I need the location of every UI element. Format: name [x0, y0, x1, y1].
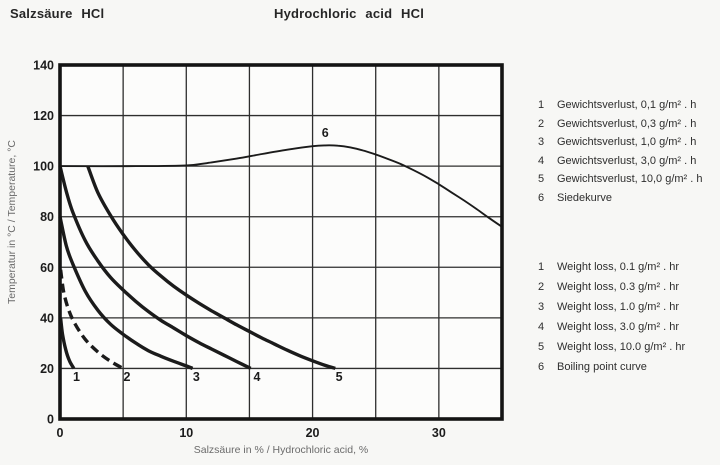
title-english: Hydrochloric acid HCl: [274, 6, 425, 21]
legend-item: 5 Gewichtsverlust, 10,0 g/m² . h: [538, 173, 703, 192]
x-tick-label: 10: [179, 426, 193, 440]
legend-item-label: Weight loss, 1.0 g/m² . hr: [557, 301, 680, 313]
legend-item: 5 Weight loss, 10.0 g/m² . hr: [538, 341, 685, 361]
plot-frame: [58, 63, 504, 421]
legend-item-number: 5: [538, 341, 545, 353]
legend-item-number: 3: [538, 136, 545, 148]
title-german: Salzsäure HCl: [10, 6, 105, 21]
curve-1: [58, 317, 76, 370]
legend-item-number: 5: [538, 173, 545, 185]
plot-area: [60, 65, 502, 419]
y-tick-label: 0: [47, 413, 54, 427]
legend-item: 1 Weight loss, 0.1 g/m² . hr: [538, 261, 685, 281]
y-tick-label: 40: [40, 311, 54, 325]
legend-item-label: Gewichtsverlust, 0,1 g/m² . h: [557, 99, 697, 111]
legend-item: 4 Weight loss, 3.0 g/m² . hr: [538, 321, 685, 341]
legend-item-label: Siedekurve: [557, 191, 613, 204]
legend-item: 2 Gewichtsverlust, 0,3 g/m² . h: [538, 118, 703, 137]
legend-item-label: Weight loss, 0.1 g/m² . hr: [557, 261, 680, 273]
curve-label-4: 4: [254, 370, 261, 384]
legend-item: 6 Boiling point curve: [538, 361, 685, 381]
legend-item-number: 3: [538, 301, 545, 313]
legend-german: 1 Gewichtsverlust, 0,1 g/m² . h 2 Gewichtsv…: [538, 99, 703, 210]
legend-item-number: 6: [538, 361, 545, 373]
curve-4: [58, 165, 252, 370]
legend-item-number: 2: [538, 281, 545, 293]
legend-item-number: 2: [538, 117, 545, 130]
x-tick-label: 20: [306, 426, 320, 440]
legend-item-number: 1: [538, 99, 545, 111]
legend-item-label: Gewichtsverlust, 1,0 g/m² . h: [557, 136, 697, 148]
x-tick-label: 0: [57, 426, 64, 440]
legend-item: 2 Weight loss, 0.3 g/m² . hr: [538, 281, 685, 301]
y-tick-label: 80: [40, 210, 54, 224]
legend-item-label: Gewichtsverlust, 3,0 g/m² . h: [557, 154, 697, 167]
curve-label-6: 6: [322, 126, 329, 140]
legend-item: 1 Gewichtsverlust, 0,1 g/m² . h: [538, 99, 703, 118]
curve-5: [86, 165, 336, 371]
legend-item-number: 6: [538, 191, 545, 204]
curve-label-1: 1: [73, 370, 80, 384]
legend-item: 3 Weight loss, 1.0 g/m² . hr: [538, 301, 685, 321]
legend-item-label: Weight loss, 0.3 g/m² . hr: [557, 281, 680, 293]
y-axis-label: Temperatur in °C / Temperature, °C: [6, 140, 18, 304]
y-tick-label: 20: [40, 362, 54, 376]
legend-english: 1 Weight loss, 0.1 g/m² . hr 2 Weight loss,…: [538, 261, 685, 381]
legend-item: 3 Gewichtsverlust, 1,0 g/m² . h: [538, 136, 703, 155]
curve-6: [59, 144, 503, 228]
curve-label-3: 3: [193, 370, 200, 384]
y-tick-label: 100: [33, 160, 54, 174]
x-tick-label: 30: [432, 426, 446, 440]
y-tick-label: 140: [33, 59, 54, 73]
curve-label-2: 2: [123, 370, 130, 384]
y-tick-label: 60: [40, 261, 54, 275]
legend-item: 4 Gewichtsverlust, 3,0 g/m² . h: [538, 155, 703, 174]
legend-item-number: 4: [538, 321, 545, 333]
legend-item-label: Boiling point curve: [557, 361, 647, 373]
curve-label-5: 5: [336, 370, 343, 384]
legend-item-number: 4: [538, 154, 545, 167]
legend-item-label: Weight loss, 3.0 g/m² . hr: [557, 321, 680, 333]
x-axis-label: Salzsäure in % / Hydrochloric acid, %: [194, 444, 369, 456]
y-tick-label: 120: [33, 109, 54, 123]
legend-item-number: 1: [538, 261, 545, 273]
legend-item-label: Weight loss, 10.0 g/m² . hr: [557, 341, 686, 353]
legend-item-label: Gewichtsverlust, 0,3 g/m² . h: [557, 117, 697, 130]
curve-3: [58, 216, 194, 370]
legend-item: 6 Siedekurve: [538, 192, 703, 211]
legend-item-label: Gewichtsverlust, 10,0 g/m² . h: [557, 173, 703, 185]
